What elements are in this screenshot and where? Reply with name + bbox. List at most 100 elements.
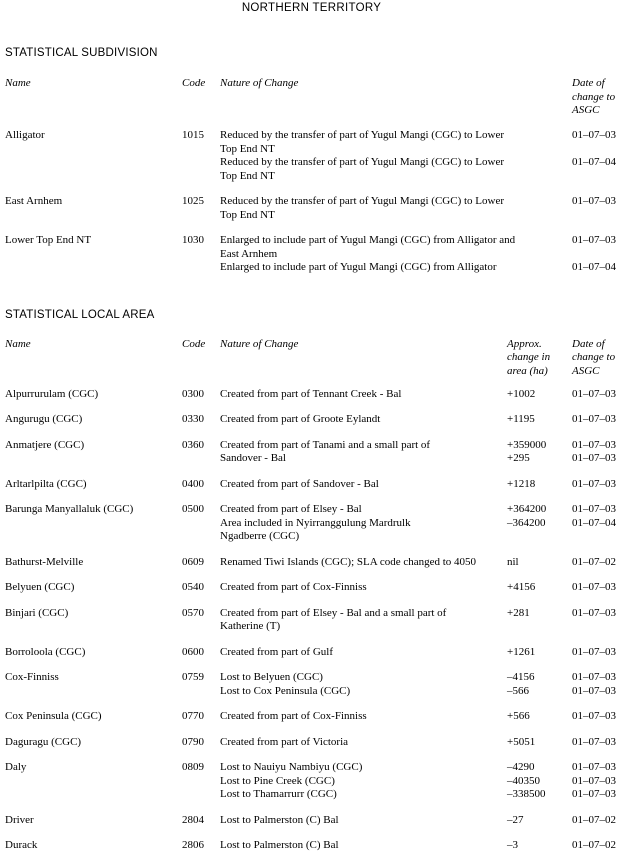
code-cell: 0790 [182, 735, 204, 748]
code-cell [182, 775, 220, 789]
nature-cell: Created from part of Sandover - Bal [220, 477, 379, 490]
name-cell: East Arnhem [5, 195, 63, 207]
sla-section-heading: STATISTICAL LOCAL AREA [5, 308, 155, 321]
nature-cell: Lost to Cox Peninsula (CGC) [220, 684, 351, 697]
nature-cell: Reduced by the transfer of part of Yugul… [220, 195, 504, 221]
name-cell: Daly [5, 761, 27, 773]
name-cell: Barunga Manyallaluk (CGC) [5, 503, 134, 515]
change-line: Lost to Cox Peninsula (CGC) –566 01–07–03 [5, 685, 618, 699]
table-row: Angurugu (CGC) 0330 Created from part of G… [5, 413, 618, 427]
table-row: Alpurrurulam (CGC) 0300 Created from part … [5, 388, 618, 402]
table-row: Daly 0809 Lost to Nauiyu Nambiyu (CGC) –429… [5, 761, 618, 802]
change-line: Barunga Manyallaluk (CGC) 0500 Created fro… [5, 503, 618, 517]
date-cell: 01–07–03 01–07–03 [572, 438, 616, 465]
ssd-col-nature: Nature of Change [220, 77, 299, 89]
date-cell: 01–07–03 [572, 735, 616, 748]
ssd-table-header: Name Code Nature of Change Date of chang… [5, 77, 618, 118]
change-line: Angurugu (CGC) 0330 Created from part of G… [5, 413, 618, 427]
code-cell [182, 156, 220, 183]
date-cell: 01–07–03 [572, 129, 616, 141]
date-cell: 01–07–03 [572, 710, 616, 722]
nature-cell: Created from part of Groote Eylandt [220, 413, 381, 425]
nature-cell: Created from part of Elsey - Bal [220, 503, 362, 515]
date-cell: 01–07–03 [572, 761, 616, 773]
code-cell: 2804 [182, 813, 204, 826]
nature-cell: Enlarged to include part of Yugul Mangi … [220, 234, 516, 260]
ssd-col-name: Name [5, 77, 31, 89]
change-line: Daguragu (CGC) 0790 Created from part of V… [5, 736, 618, 750]
date-cell: 01–07–02 [572, 813, 616, 826]
nature-cell: Area included in Nyirranggulung Mardrulk… [220, 516, 411, 543]
table-row: Borroloola (CGC) 0600 Created from part of… [5, 646, 618, 660]
change-line: Bathurst-Melville 0609 Renamed Tiwi Island… [5, 556, 618, 570]
area-cell: –364200 [507, 516, 546, 529]
area-cell: +566 [507, 710, 530, 722]
nature-cell: Lost to Palmerston (C) Bal [220, 839, 339, 851]
change-line: Borroloola (CGC) 0600 Created from part of… [5, 646, 618, 660]
change-line: Cox-Finniss 0759 Lost to Belyuen (CGC) –415… [5, 671, 618, 685]
area-cell: +4156 [507, 581, 536, 593]
name-cell: Lower Top End NT [5, 234, 92, 246]
change-line: Daly 0809 Lost to Nauiyu Nambiyu (CGC) –429… [5, 761, 618, 775]
area-cell: +1002 [507, 387, 536, 400]
name-cell: Daguragu (CGC) [5, 735, 82, 748]
nature-cell: Lost to Pine Creek (CGC) [220, 774, 335, 787]
area-cell: –27 [507, 813, 524, 826]
code-cell: 1025 [182, 195, 204, 207]
code-cell: 0600 [182, 645, 204, 658]
table-row: Binjari (CGC) 0570 Created from part of El… [5, 607, 618, 634]
date-cell: 01–07–03 [572, 387, 616, 400]
code-cell: 0609 [182, 555, 204, 568]
date-cell: 01–07–03 [572, 671, 616, 683]
name-cell: Angurugu (CGC) [5, 413, 83, 425]
table-row: Arltarlpilta (CGC) 0400 Created from part … [5, 478, 618, 492]
date-cell: 01–07–04 [572, 516, 616, 529]
name-cell: Binjari (CGC) [5, 606, 69, 619]
name-cell [5, 788, 182, 802]
code-cell: 1030 [182, 234, 204, 246]
code-cell: 0330 [182, 413, 204, 425]
nature-cell: Created from part of Cox-Finniss [220, 710, 367, 722]
name-cell: Bathurst-Melville [5, 555, 84, 568]
nature-cell: Enlarged to include part of Yugul Mangi … [220, 261, 497, 273]
code-cell: 0759 [182, 671, 204, 683]
nature-cell: Lost to Nauiyu Nambiyu (CGC) [220, 761, 363, 773]
nature-cell: Created from part of Tanami and a small … [220, 438, 431, 465]
ssd-col-date: Date of change to ASGC [572, 77, 616, 116]
change-line: Enlarged to include part of Yugul Mangi … [5, 261, 618, 275]
ssd-table-body: Alligator 1015 Reduced by the transfer of … [5, 129, 618, 287]
name-cell: Cox Peninsula (CGC) [5, 710, 102, 722]
nature-cell: Reduced by the transfer of part of Yugul… [220, 156, 504, 182]
table-row: Alligator 1015 Reduced by the transfer of … [5, 129, 618, 183]
nature-cell: Reduced by the transfer of part of Yugul… [220, 129, 504, 155]
change-line: Anmatjere (CGC) 0360 Created from part of … [5, 439, 618, 466]
name-cell [5, 156, 182, 183]
area-cell: –4290 [507, 761, 535, 773]
date-cell: 01–07–04 [572, 156, 616, 168]
date-cell: 01–07–03 [572, 413, 616, 425]
name-cell: Borroloola (CGC) [5, 645, 86, 658]
ssd-col-code: Code [182, 77, 206, 89]
change-line: Durack 2806 Lost to Palmerston (C) Bal –3 01… [5, 839, 618, 853]
date-cell: 01–07–03 [572, 645, 616, 658]
area-cell: –4156 [507, 671, 535, 683]
nature-cell: Renamed Tiwi Islands (CGC); SLA code cha… [220, 555, 477, 568]
sla-col-name: Name [5, 337, 31, 350]
nature-cell: Created from part of Gulf [220, 645, 334, 658]
name-cell: Anmatjere (CGC) [5, 438, 85, 451]
nature-cell: Lost to Belyuen (CGC) [220, 671, 323, 683]
name-cell [5, 685, 182, 699]
nature-cell: Lost to Thamarrurr (CGC) [220, 788, 337, 800]
area-cell: +5051 [507, 735, 536, 748]
area-cell: +1195 [507, 413, 535, 425]
change-line: Driver 2804 Lost to Palmerston (C) Bal –27 0… [5, 814, 618, 828]
date-cell: 01–07–02 [572, 839, 616, 851]
table-row: Driver 2804 Lost to Palmerston (C) Bal –27 0… [5, 814, 618, 828]
name-cell [5, 775, 182, 789]
nature-cell: Created from part of Victoria [220, 735, 349, 748]
name-cell: Belyuen (CGC) [5, 581, 75, 593]
code-cell: 2806 [182, 839, 204, 851]
nature-cell: Created from part of Elsey - Bal and a s… [220, 606, 447, 633]
sla-table: Name Code Nature of Change Approx. chang… [5, 322, 618, 865]
ssd-section-heading: STATISTICAL SUBDIVISION [5, 47, 158, 59]
